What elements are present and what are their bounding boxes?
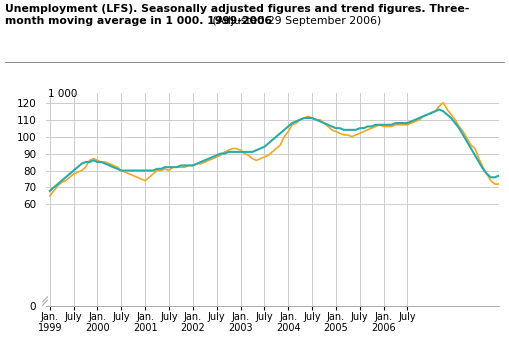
- Text: month moving average in 1 000. 1999-2006: month moving average in 1 000. 1999-2006: [5, 16, 272, 26]
- Text: Unemployment (LFS). Seasonally adjusted figures and trend figures. Three-: Unemployment (LFS). Seasonally adjusted …: [5, 4, 469, 14]
- Text: (Adjusted 29 September 2006): (Adjusted 29 September 2006): [209, 16, 381, 26]
- Text: 1 000: 1 000: [48, 89, 77, 99]
